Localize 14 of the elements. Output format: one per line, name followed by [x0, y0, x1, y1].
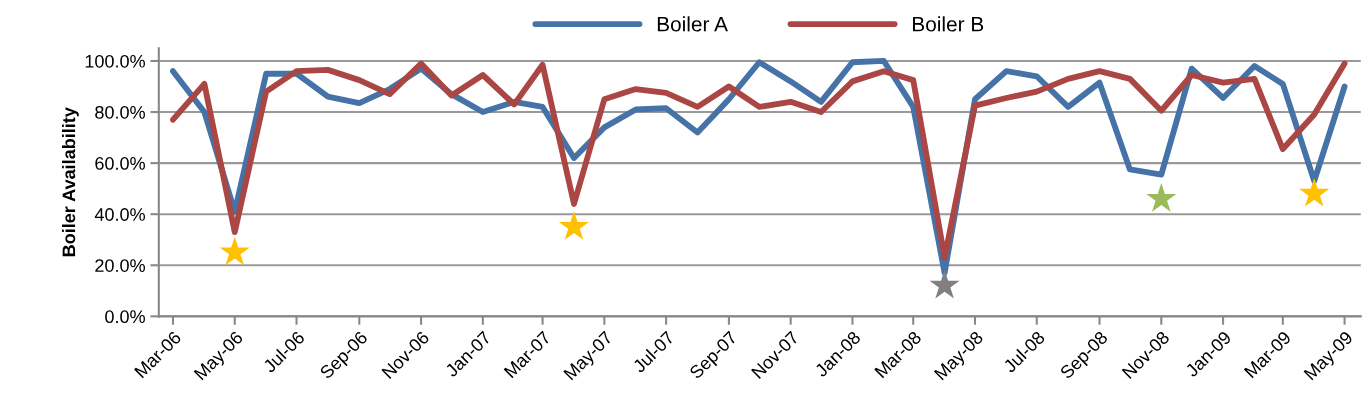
y-tick-label: 60.0% — [95, 157, 145, 170]
point — [219, 236, 250, 266]
y-tick-label: 80.0% — [95, 105, 145, 119]
text: Boiler B — [913, 16, 984, 32]
y-tick-label: 100.0% — [85, 54, 145, 68]
point — [1146, 183, 1177, 212]
point — [1299, 177, 1330, 207]
point — [929, 269, 960, 299]
y-axis-title: Boiler Availability — [61, 107, 79, 257]
y-tick-label: 0.0% — [105, 310, 145, 324]
y-tick-label: 40.0% — [94, 208, 145, 221]
text: Boiler A — [657, 16, 728, 32]
y-tick-label: 20.0% — [95, 259, 145, 272]
point — [558, 211, 590, 240]
